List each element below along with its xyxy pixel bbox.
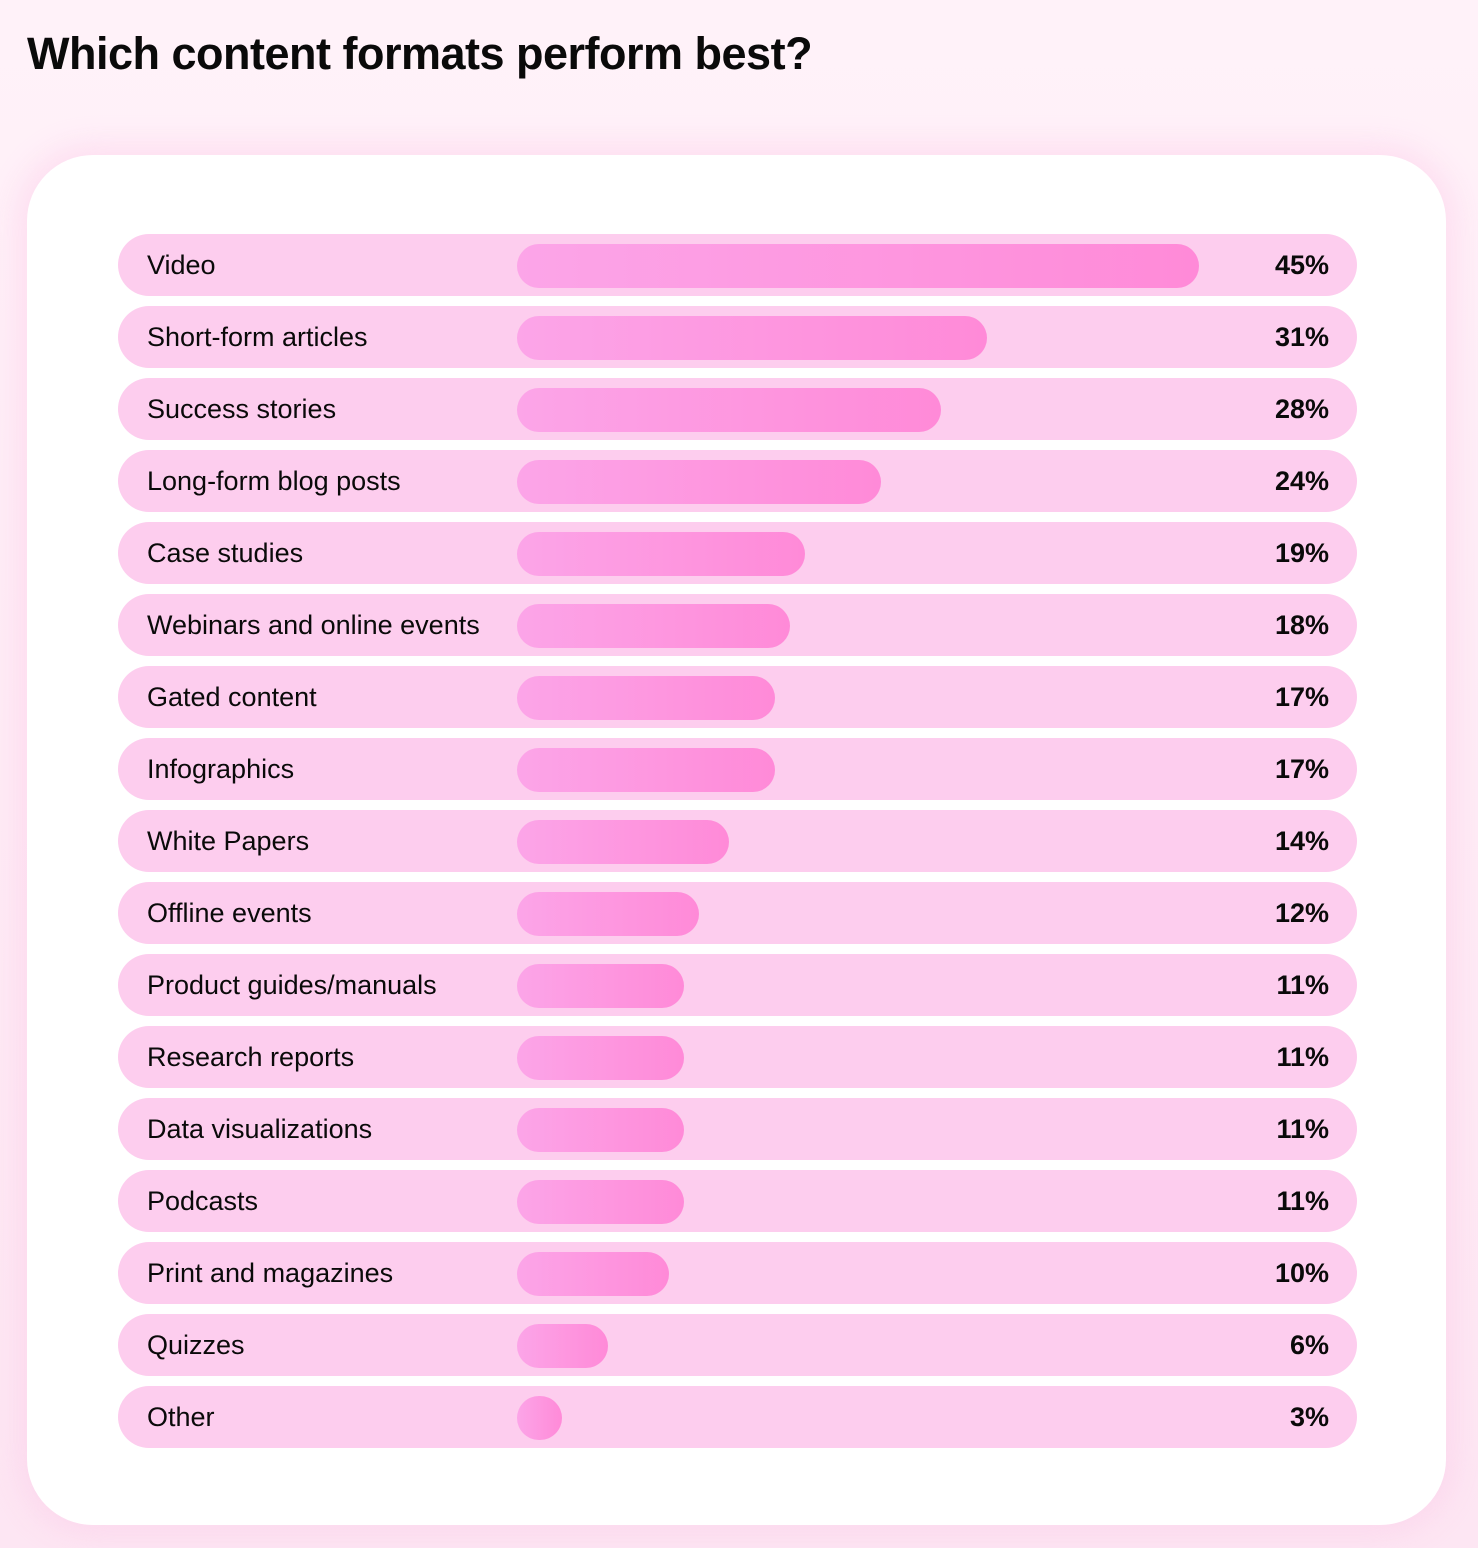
bar-row: Video 45% [118, 234, 1357, 296]
value-label: 28% [1274, 394, 1329, 424]
bar-row: Quizzes 6% [118, 1314, 1357, 1376]
bar-row: Print and magazines 10% [118, 1242, 1357, 1304]
value-label: 45% [1274, 250, 1329, 280]
bar-row: Case studies 19% [118, 522, 1357, 584]
value-label: 6% [1289, 1330, 1329, 1360]
value-label: 18% [1274, 610, 1329, 640]
bar-row: Gated content 17% [118, 666, 1357, 728]
value-label: 17% [1274, 682, 1329, 712]
category-label: Offline events [147, 898, 312, 928]
value-label: 11% [1276, 970, 1329, 1000]
bar-row: Success stories 28% [118, 378, 1357, 440]
value-label: 14% [1274, 826, 1329, 856]
bar [517, 460, 881, 504]
bar-row: Research reports 11% [118, 1026, 1357, 1088]
value-label: 11% [1276, 1186, 1329, 1216]
bar [517, 1252, 669, 1296]
category-label: Product guides/manuals [147, 970, 437, 1000]
category-label: Other [147, 1402, 215, 1432]
category-label: Data visualizations [147, 1114, 373, 1144]
category-label: White Papers [147, 826, 310, 856]
category-label: Webinars and online events [147, 610, 480, 640]
value-label: 12% [1274, 898, 1329, 928]
category-label: Short-form articles [147, 322, 368, 352]
bar [517, 532, 805, 576]
bar [517, 316, 987, 360]
bar [517, 676, 775, 720]
value-label: 17% [1274, 754, 1329, 784]
bar-row: Short-form articles 31% [118, 306, 1357, 368]
bar-row: Data visualizations 11% [118, 1098, 1357, 1160]
value-label: 31% [1274, 322, 1329, 352]
bar [517, 1180, 684, 1224]
bar-row: Podcasts 11% [118, 1170, 1357, 1232]
category-label: Video [147, 250, 216, 280]
category-label: Quizzes [147, 1330, 245, 1360]
value-label: 3% [1289, 1402, 1329, 1432]
value-label: 11% [1276, 1114, 1329, 1144]
bar [517, 748, 775, 792]
category-label: Case studies [147, 538, 304, 568]
bar [517, 604, 790, 648]
chart-title: Which content formats perform best? [27, 28, 813, 79]
bar-row: Other 3% [118, 1386, 1357, 1448]
bar [517, 1324, 608, 1368]
bar-list: Video 45% Short-form articles 31% Success st… [118, 234, 1357, 1458]
value-label: 11% [1276, 1042, 1329, 1072]
bar [517, 820, 730, 864]
category-label: Research reports [147, 1042, 355, 1072]
category-label: Success stories [147, 394, 337, 424]
bar [517, 1036, 684, 1080]
value-label: 10% [1274, 1258, 1329, 1288]
bar-row: Offline events 12% [118, 882, 1357, 944]
bar-row: Long-form blog posts 24% [118, 450, 1357, 512]
category-label: Print and magazines [147, 1258, 394, 1288]
bar [517, 1396, 563, 1440]
category-label: Long-form blog posts [147, 466, 401, 496]
category-label: Podcasts [147, 1186, 259, 1216]
value-label: 24% [1274, 466, 1329, 496]
category-label: Infographics [147, 754, 295, 784]
bar-row: White Papers 14% [118, 810, 1357, 872]
value-label: 19% [1274, 538, 1329, 568]
bar-row: Infographics 17% [118, 738, 1357, 800]
category-label: Gated content [147, 682, 317, 712]
bar [517, 388, 942, 432]
bar [517, 892, 699, 936]
bar-row: Webinars and online events 18% [118, 594, 1357, 656]
bar [517, 1108, 684, 1152]
bar [517, 964, 684, 1008]
bar [517, 244, 1199, 288]
bar-row: Product guides/manuals 11% [118, 954, 1357, 1016]
